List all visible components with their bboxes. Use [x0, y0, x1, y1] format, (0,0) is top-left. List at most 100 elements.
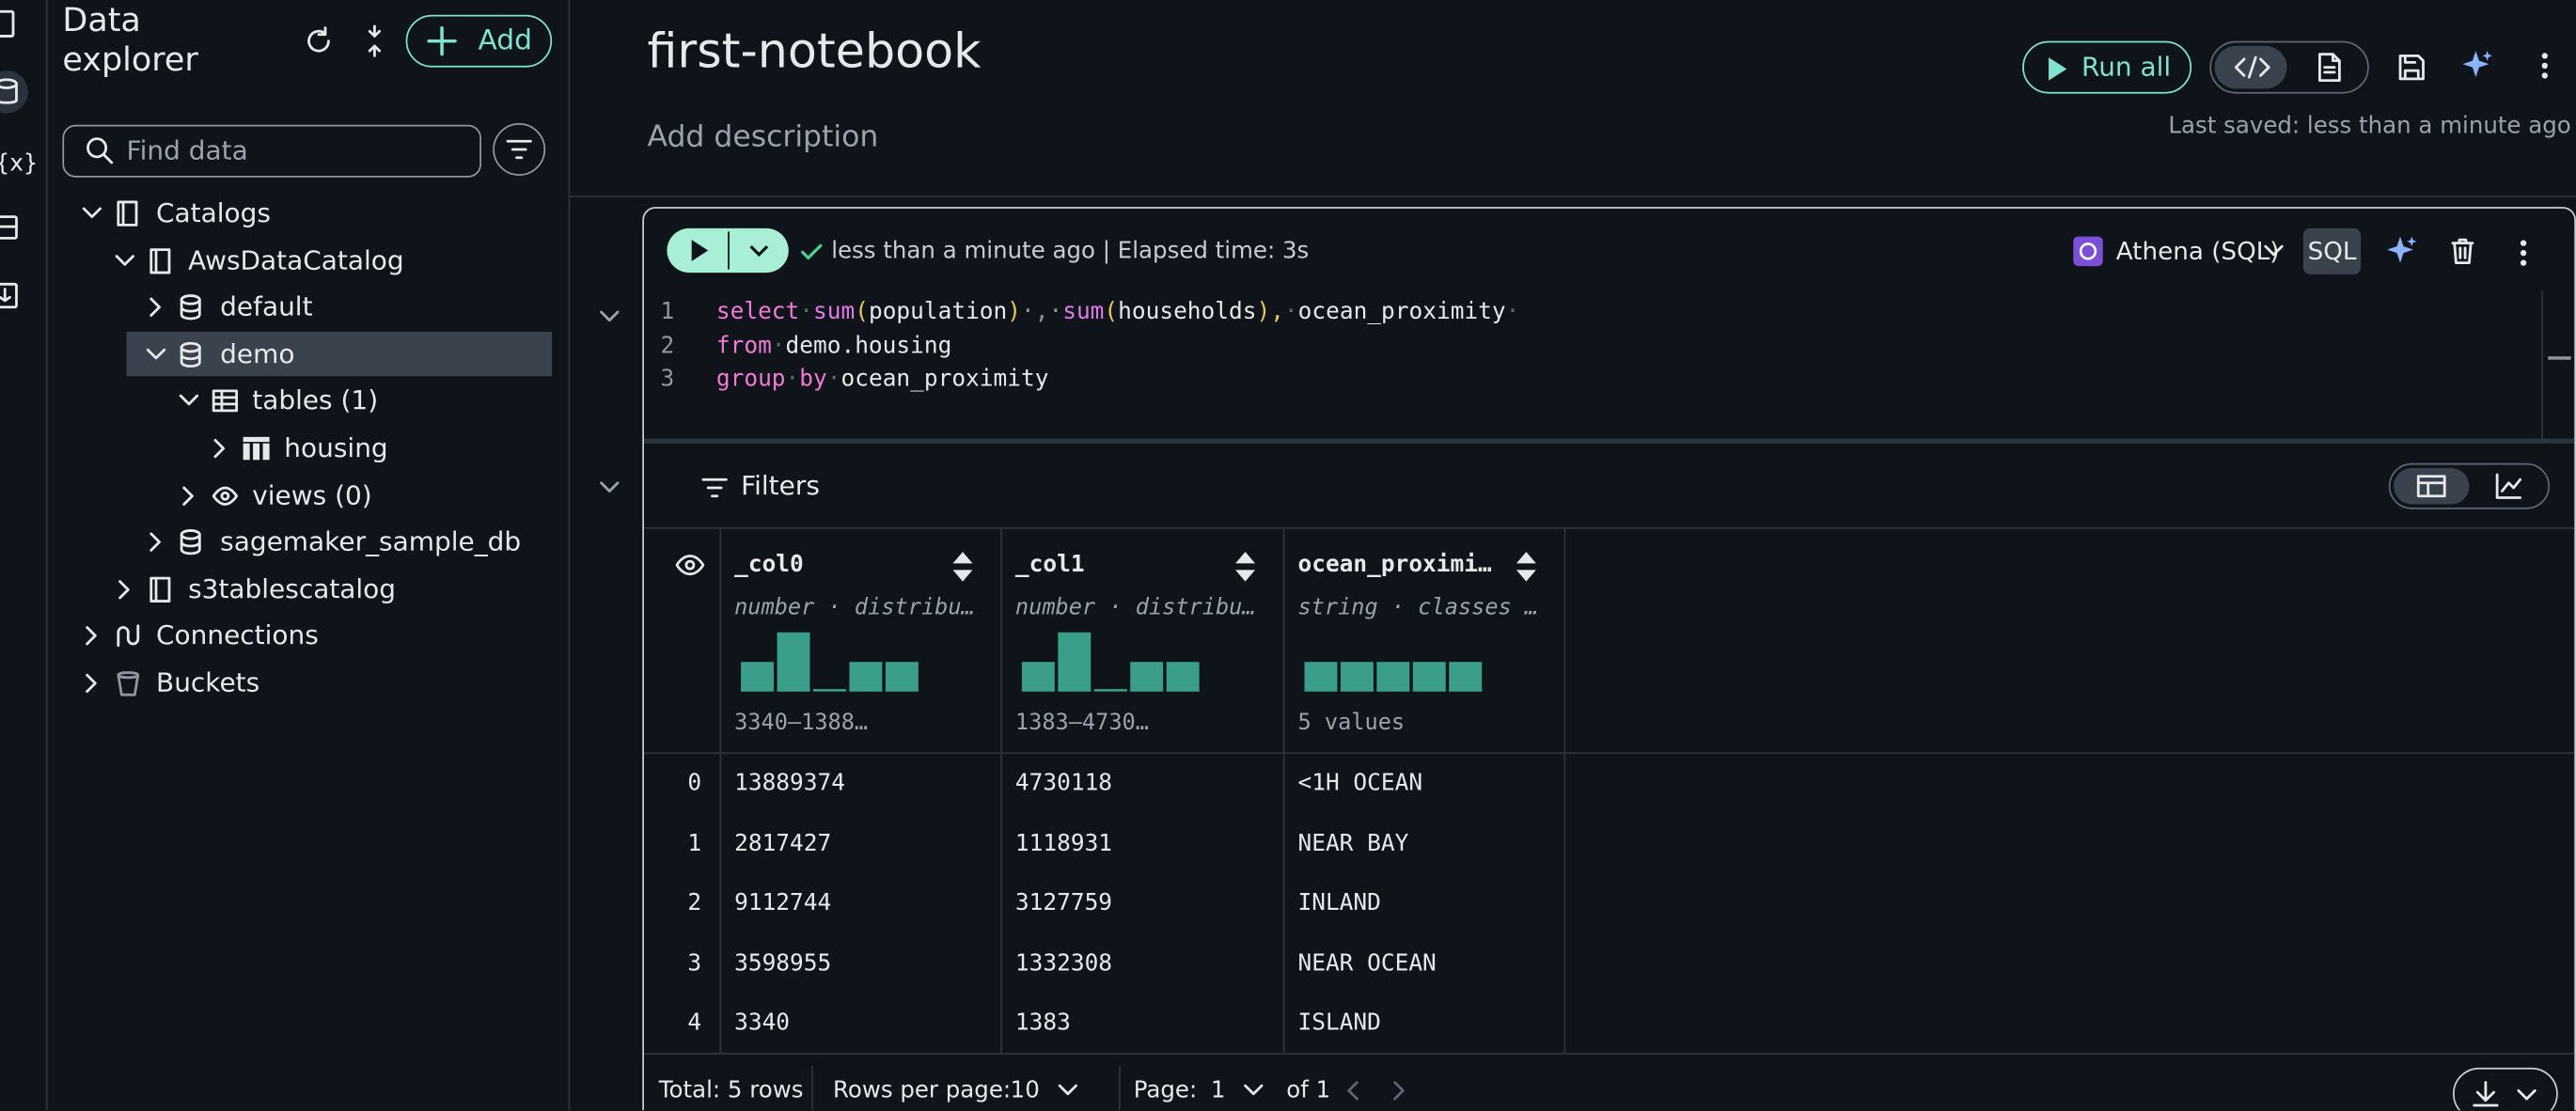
collapse-output[interactable]: [598, 479, 620, 495]
column-name[interactable]: ocean_proximi…: [1297, 552, 1492, 579]
more-icon[interactable]: [2519, 238, 2528, 267]
run-all-button[interactable]: Run all: [2022, 40, 2192, 94]
search-box[interactable]: Find data: [62, 124, 482, 178]
histogram-baseline: [1376, 689, 1410, 692]
footer-divider: [644, 1053, 2575, 1055]
tree-label[interactable]: AwsDataCatalog: [188, 243, 404, 275]
cell-value[interactable]: 4730118: [1014, 770, 1113, 797]
cell-value[interactable]: 2817427: [734, 830, 832, 857]
tree-icon: [149, 247, 170, 274]
cell-value[interactable]: INLAND: [1297, 890, 1381, 917]
cell-value[interactable]: 3340: [734, 1010, 791, 1038]
code-token: ·: [826, 366, 841, 393]
next-page[interactable]: [1391, 1081, 1405, 1101]
notebook-title[interactable]: first-notebook: [647, 23, 982, 79]
chevron[interactable]: [82, 204, 102, 224]
tree-label[interactable]: default: [220, 290, 313, 322]
run-cell[interactable]: [667, 227, 789, 274]
code-editor[interactable]: 1 select·sum(population)·,·sum(households…: [644, 294, 2534, 426]
column-range: 3340–1388…: [734, 709, 869, 736]
engine-label[interactable]: Athena (SQL): [2115, 236, 2280, 267]
filter-icon[interactable]: [701, 477, 728, 499]
code-view[interactable]: [2214, 45, 2287, 89]
page-label: Page:: [1133, 1077, 1198, 1104]
histogram-baseline: [1449, 689, 1483, 692]
cell-value[interactable]: 1118931: [1014, 830, 1113, 857]
refresh-icon[interactable]: [303, 24, 336, 57]
doc-icon[interactable]: [2317, 53, 2343, 83]
filters-label[interactable]: Filters: [741, 469, 820, 501]
cell-value[interactable]: <1H OCEAN: [1297, 770, 1423, 797]
code-token: ocean_proximity: [1297, 299, 1506, 325]
engine-dropdown[interactable]: [2264, 244, 2284, 258]
tree-label[interactable]: sagemaker_sample_db: [220, 525, 522, 557]
ai-icon[interactable]: [2461, 49, 2494, 82]
sort-icon[interactable]: [1515, 550, 1537, 583]
cell-value[interactable]: 9112744: [734, 890, 832, 917]
tree-label[interactable]: tables (1): [252, 384, 379, 416]
chevron[interactable]: [82, 673, 102, 694]
collapse-icon[interactable]: [363, 24, 385, 57]
notebook-description[interactable]: Add description: [647, 119, 879, 155]
last-saved: Last saved: less than a minute ago: [2168, 113, 2571, 140]
histogram-bar: [849, 662, 883, 692]
filter-button[interactable]: [493, 123, 546, 176]
chevron[interactable]: [147, 532, 166, 553]
chevron[interactable]: [147, 297, 166, 318]
column-divider: [719, 526, 722, 1054]
histogram-bar: [1021, 662, 1055, 692]
column-name[interactable]: _col1: [1014, 552, 1085, 579]
chevron[interactable]: [211, 438, 230, 459]
sort-icon[interactable]: [1233, 550, 1256, 583]
row-index: 1: [687, 830, 702, 857]
chevron[interactable]: [82, 626, 102, 647]
prev-page[interactable]: [1347, 1081, 1360, 1101]
collapse-code[interactable]: [598, 309, 620, 325]
scrollbar: [2541, 290, 2572, 439]
chevron[interactable]: [146, 345, 166, 365]
histogram-baseline: [1130, 689, 1164, 692]
column-name[interactable]: _col0: [734, 552, 804, 579]
language-badge[interactable]: SQL: [2302, 227, 2362, 274]
add-label: Add: [478, 24, 533, 58]
cell-value[interactable]: 1383: [1014, 1010, 1071, 1038]
chevron[interactable]: [114, 579, 134, 600]
cell-value[interactable]: 13889374: [734, 770, 845, 797]
more-icon[interactable]: [2540, 51, 2550, 80]
delete-icon[interactable]: [2451, 238, 2474, 264]
tree-label[interactable]: Catalogs: [156, 196, 271, 228]
chevron[interactable]: [178, 392, 198, 412]
dropdown-icon: [2517, 1088, 2537, 1101]
cell-value[interactable]: NEAR OCEAN: [1297, 950, 1437, 978]
table-view[interactable]: [2394, 468, 2470, 505]
cell-value[interactable]: ISLAND: [1297, 1010, 1381, 1038]
dropdown-icon[interactable]: [1244, 1084, 1264, 1097]
code-token: ): [1007, 299, 1022, 325]
tree-label[interactable]: demo: [220, 337, 295, 369]
dropdown-icon[interactable]: [747, 243, 770, 259]
tree-label[interactable]: housing: [284, 431, 388, 463]
cell-value[interactable]: NEAR BAY: [1297, 830, 1409, 857]
tree-label[interactable]: Connections: [156, 619, 319, 651]
cell-value[interactable]: 3598955: [734, 950, 832, 978]
add-button[interactable]: Add: [405, 14, 553, 68]
rows-per-page[interactable]: 10: [1010, 1077, 1040, 1104]
page-number[interactable]: 1: [1210, 1077, 1226, 1104]
filter-icon: [506, 139, 532, 160]
tree-label[interactable]: Buckets: [156, 666, 260, 698]
tree-label[interactable]: s3tablescatalog: [188, 572, 397, 604]
dropdown-icon[interactable]: [1058, 1084, 1077, 1097]
visibility-icon[interactable]: [675, 554, 705, 576]
cell-value[interactable]: 1332308: [1014, 950, 1113, 978]
sort-icon[interactable]: [951, 550, 974, 583]
chevron[interactable]: [114, 251, 134, 271]
chevron[interactable]: [179, 485, 198, 506]
ai-icon[interactable]: [2385, 235, 2418, 268]
download-button[interactable]: [2452, 1067, 2558, 1111]
play-icon: [691, 240, 709, 261]
cell-value[interactable]: 3127759: [1014, 890, 1113, 917]
save-icon[interactable]: [2398, 55, 2425, 81]
chart-icon[interactable]: [2495, 473, 2521, 499]
sidebar-title: Data explorer: [62, 0, 198, 79]
tree-label[interactable]: views (0): [252, 478, 372, 510]
